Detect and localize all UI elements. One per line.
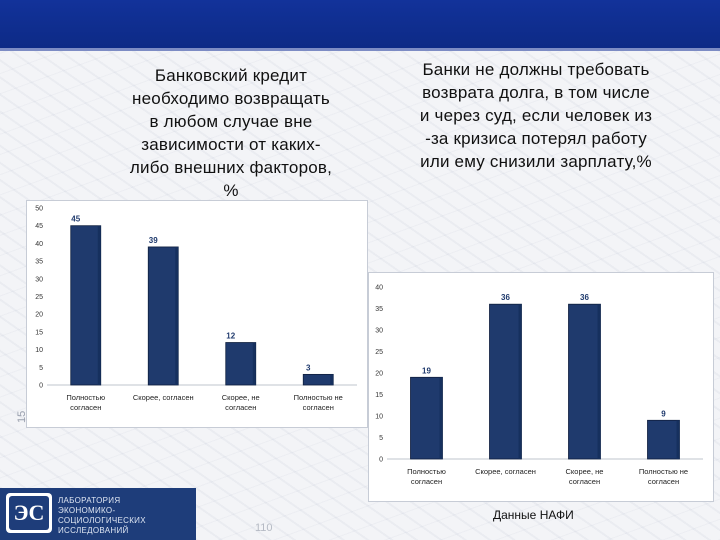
chart-right-title-line: и через суд, если человек из <box>419 106 653 125</box>
page-number: 110 <box>255 522 273 534</box>
logo-line: ЛАБОРАТОРИЯ <box>58 496 121 505</box>
chart-right-category-label: согласен <box>569 477 600 486</box>
chart-left-value-label: 12 <box>226 332 235 341</box>
chart-right-y-tick-label: 10 <box>375 414 383 421</box>
chart-left-category-label: Скорее, не <box>222 393 260 402</box>
chart-right-category-label: Скорее, согласен <box>475 467 536 476</box>
chart-left: 0 5 10 15 20 25 30 35 40 45 50 45 Полностью согласен 3… <box>26 200 368 428</box>
chart-left-category-label: Скорее, согласен <box>133 393 194 402</box>
chart-left-title: Банковский кредит необходимо возвращать … <box>100 64 362 202</box>
chart-right-category-label: согласен <box>411 477 442 486</box>
chart-left-y-tick-label: 15 <box>35 329 43 336</box>
chart-left-value-label: 3 <box>306 363 311 372</box>
chart-left-title-line: Банковский кредит <box>154 66 308 85</box>
chart-right-value-label: 36 <box>580 293 589 302</box>
chart-right-bar-shade <box>676 420 680 459</box>
chart-right-bar <box>568 303 601 460</box>
chart-left-y-tick-label: 5 <box>39 365 43 372</box>
chart-left-category-label: Полностью <box>66 393 105 402</box>
chart-left-title-line: необходимо возвращать <box>132 89 330 108</box>
chart-right-category-label: Полностью <box>407 467 446 476</box>
chart-right-title: Банки не должны требовать возврата долга… <box>380 58 692 173</box>
chart-left-bar <box>70 225 102 386</box>
chart-left-y-tick-label: 30 <box>35 276 43 283</box>
chart-right-bar-shade <box>597 304 601 459</box>
chart-right-value-label: 19 <box>422 366 431 375</box>
chart-right-y-tick-label: 20 <box>375 371 383 378</box>
chart-right-y-tick-label: 0 <box>379 457 383 464</box>
chart-right-y-tick-label: 5 <box>379 435 383 442</box>
chart-right-svg: 051015202530354019Полностьюсогласен36Ско… <box>375 285 703 486</box>
header-bar <box>0 0 720 48</box>
chart-left-bar <box>147 246 179 386</box>
chart-left-bar-shade <box>252 342 256 385</box>
chart-left-bar <box>302 373 334 386</box>
chart-right-y-tick-label: 35 <box>375 306 383 313</box>
chart-left-y-tick-label: 50 <box>35 206 43 213</box>
chart-left-bar-shade <box>97 225 101 385</box>
chart-left-category-label: Полностью не <box>294 393 343 402</box>
chart-left-title-line: в любом случае вне <box>149 112 313 131</box>
chart-left-bar-shade <box>175 246 179 385</box>
chart-left-value-label: 45 <box>71 215 80 224</box>
chart-right-y-tick-label: 15 <box>375 392 383 399</box>
chart-left-y-tick-label: 45 <box>35 223 43 230</box>
chart-right-title-line: -за кризиса потерял работу <box>425 129 647 148</box>
chart-right-title-line: возврата долга, в том числе <box>422 83 650 102</box>
chart-right-y-tick-label: 25 <box>375 349 383 356</box>
header-divider <box>0 48 720 51</box>
chart-right-value-label: 36 <box>501 293 510 302</box>
chart-left-title-line: либо внешних факторов, <box>129 158 333 177</box>
chart-left-y-tick-label: 10 <box>35 347 43 354</box>
chart-right-bar-shade <box>518 304 522 459</box>
chart-left-category-label: согласен <box>225 403 256 412</box>
chart-left-title-line: % <box>223 181 239 200</box>
logo-line: ЭКОНОМИКО-СОЦИОЛОГИЧЕСКИХ <box>58 506 146 525</box>
chart-right-title-line: Банки не должны требовать <box>422 60 650 79</box>
chart-right-bar <box>647 419 680 460</box>
chart-left-bar-shade <box>330 374 334 385</box>
chart-right-category-label: согласен <box>648 477 679 486</box>
logo-mark-text: ЭС <box>9 496 49 530</box>
chart-left-y-tick-label: 40 <box>35 241 43 248</box>
chart-left-svg: 0510152025303540455045Полностьюсогласен3… <box>35 206 357 412</box>
chart-left-y-tick-label: 25 <box>35 294 43 301</box>
chart-right-bar-shade <box>439 377 443 459</box>
chart-right-category-label: Полностью не <box>639 467 688 476</box>
chart-left-title-line: зависимости от каких- <box>141 135 321 154</box>
logo-text: ЛАБОРАТОРИЯ ЭКОНОМИКО-СОЦИОЛОГИЧЕСКИХ ИС… <box>58 496 194 536</box>
logo-line: ИССЛЕДОВАНИЙ <box>58 526 129 535</box>
data-source: Данные НАФИ <box>493 508 574 522</box>
chart-left-category-label: согласен <box>303 403 334 412</box>
chart-right-title-line: или ему снизили зарплату,% <box>420 152 652 171</box>
chart-right: 0 5 10 15 20 25 30 35 40 19 Полностью согласен 36 Ско… <box>368 272 714 502</box>
chart-right-bar <box>489 303 522 460</box>
chart-right-category-label: Скорее, не <box>566 467 604 476</box>
chart-right-bar <box>410 376 443 460</box>
chart-left-value-label: 39 <box>149 236 158 245</box>
lab-logo: ЭС ЛАБОРАТОРИЯ ЭКОНОМИКО-СОЦИОЛОГИЧЕСКИХ… <box>0 488 196 540</box>
chart-right-y-tick-label: 40 <box>375 285 383 292</box>
chart-left-bar <box>225 342 257 386</box>
chart-right-y-tick-label: 30 <box>375 328 383 335</box>
chart-left-y-tick-label: 0 <box>39 383 43 390</box>
chart-left-category-label: согласен <box>70 403 101 412</box>
chart-right-value-label: 9 <box>661 409 666 418</box>
chart-left-y-tick-label: 35 <box>35 259 43 266</box>
logo-mark-icon: ЭС <box>6 493 52 533</box>
chart-left-y-tick-label: 20 <box>35 312 43 319</box>
